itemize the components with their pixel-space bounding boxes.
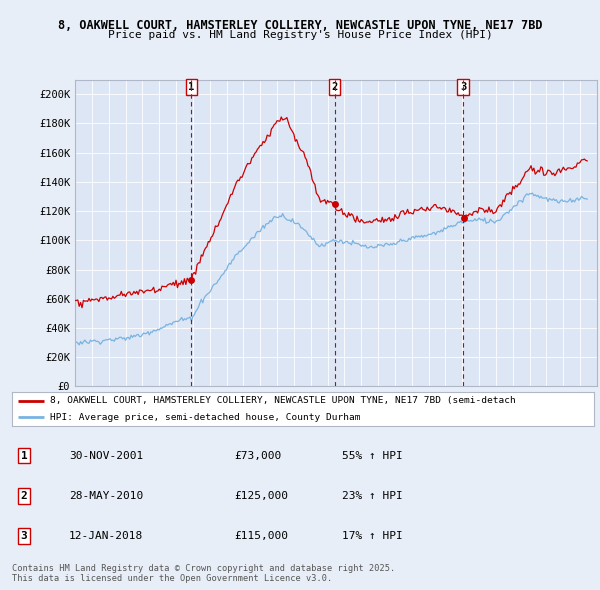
Text: 3: 3 [460,82,466,92]
Text: 55% ↑ HPI: 55% ↑ HPI [342,451,403,461]
Text: 1: 1 [188,82,194,92]
Text: 2: 2 [331,82,338,92]
Text: £125,000: £125,000 [234,491,288,501]
Text: 8, OAKWELL COURT, HAMSTERLEY COLLIERY, NEWCASTLE UPON TYNE, NE17 7BD (semi-detac: 8, OAKWELL COURT, HAMSTERLEY COLLIERY, N… [50,396,515,405]
Text: Contains HM Land Registry data © Crown copyright and database right 2025.
This d: Contains HM Land Registry data © Crown c… [12,563,395,583]
Text: 8, OAKWELL COURT, HAMSTERLEY COLLIERY, NEWCASTLE UPON TYNE, NE17 7BD: 8, OAKWELL COURT, HAMSTERLEY COLLIERY, N… [58,19,542,32]
Text: HPI: Average price, semi-detached house, County Durham: HPI: Average price, semi-detached house,… [50,412,361,422]
Text: 12-JAN-2018: 12-JAN-2018 [69,531,143,541]
Text: 30-NOV-2001: 30-NOV-2001 [69,451,143,461]
Text: 2: 2 [20,491,28,501]
Text: £73,000: £73,000 [234,451,281,461]
Text: 1: 1 [20,451,28,461]
Text: 23% ↑ HPI: 23% ↑ HPI [342,491,403,501]
Text: 3: 3 [20,531,28,541]
Text: £115,000: £115,000 [234,531,288,541]
Text: Price paid vs. HM Land Registry's House Price Index (HPI): Price paid vs. HM Land Registry's House … [107,30,493,40]
Text: 17% ↑ HPI: 17% ↑ HPI [342,531,403,541]
Text: 28-MAY-2010: 28-MAY-2010 [69,491,143,501]
